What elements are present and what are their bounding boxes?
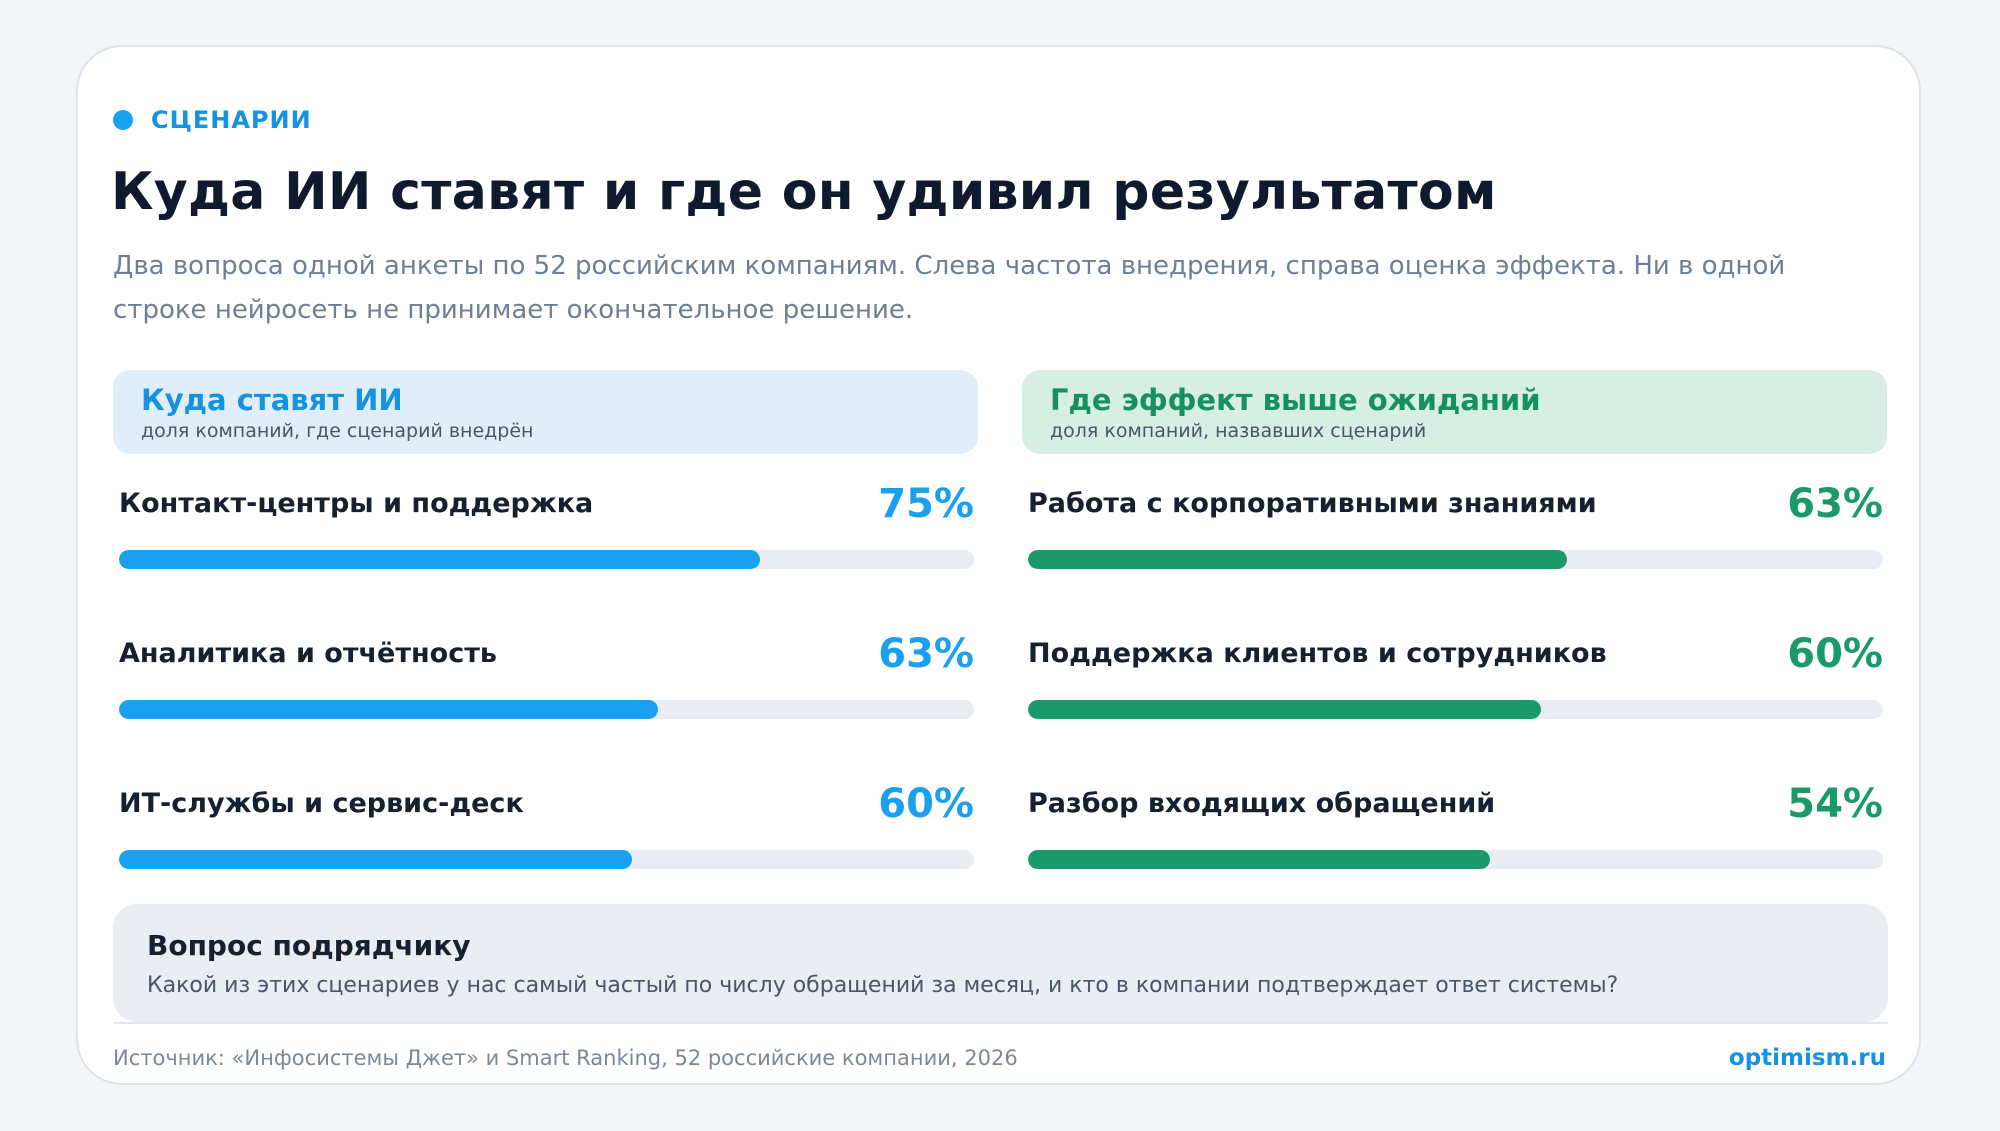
bar-category-label: Работа с корпоративными знаниями bbox=[1028, 488, 1597, 519]
contractor-question-box: Вопрос подрядчику Какой из этих сценарие… bbox=[113, 904, 1888, 1022]
bar-row: Контакт-центры и поддержка 75% bbox=[119, 479, 974, 579]
bar-fill bbox=[1028, 550, 1567, 569]
brand-link[interactable]: optimism.ru bbox=[1728, 1045, 1886, 1071]
bar-track bbox=[119, 550, 974, 569]
bar-value-label: 63% bbox=[1787, 481, 1883, 527]
bar-fill bbox=[119, 700, 658, 719]
section-eyebrow: СЦЕНАРИИ bbox=[113, 104, 312, 136]
right-panel-subtitle: доля компаний, назвавших сценарий bbox=[1050, 420, 1427, 442]
bar-value-label: 54% bbox=[1787, 781, 1883, 827]
bar-fill bbox=[1028, 700, 1541, 719]
question-title: Вопрос подрядчику bbox=[147, 929, 471, 962]
bar-fill bbox=[119, 850, 632, 869]
footer-divider bbox=[113, 1022, 1888, 1024]
bar-value-label: 63% bbox=[878, 631, 974, 677]
bar-track bbox=[1028, 850, 1883, 869]
bar-row: Разбор входящих обращений 54% bbox=[1028, 779, 1883, 879]
bar-category-label: Контакт-центры и поддержка bbox=[119, 488, 594, 519]
bar-value-label: 60% bbox=[878, 781, 974, 827]
bar-row: Работа с корпоративными знаниями 63% bbox=[1028, 479, 1883, 579]
left-panel-header: Куда ставят ИИ доля компаний, где сценар… bbox=[113, 370, 978, 454]
eyebrow-label: СЦЕНАРИИ bbox=[151, 106, 312, 134]
bullet-dot-icon bbox=[113, 110, 133, 130]
right-panel-title: Где эффект выше ожиданий bbox=[1050, 383, 1541, 417]
bar-fill bbox=[1028, 850, 1490, 869]
right-panel-header: Где эффект выше ожиданий доля компаний, … bbox=[1022, 370, 1887, 454]
page-subtitle: Два вопроса одной анкеты по 52 российски… bbox=[113, 251, 1786, 325]
left-panel-subtitle: доля компаний, где сценарий внедрён bbox=[141, 420, 534, 442]
source-note: Источник: «Инфосистемы Джет» и Smart Ran… bbox=[113, 1046, 1018, 1070]
bar-value-label: 75% bbox=[878, 481, 974, 527]
bar-category-label: Разбор входящих обращений bbox=[1028, 788, 1496, 819]
bar-value-label: 60% bbox=[1787, 631, 1883, 677]
page-title: Куда ИИ ставят и где он удивил результат… bbox=[111, 162, 1497, 222]
left-panel-title: Куда ставят ИИ bbox=[141, 383, 403, 417]
bar-track bbox=[1028, 550, 1883, 569]
bar-fill bbox=[119, 550, 761, 569]
bar-row: ИТ-службы и сервис-деск 60% bbox=[119, 779, 974, 879]
bar-category-label: Поддержка клиентов и сотрудников bbox=[1028, 638, 1607, 669]
bar-category-label: Аналитика и отчётность bbox=[119, 638, 497, 669]
question-text: Какой из этих сценариев у нас самый част… bbox=[147, 973, 1619, 998]
bar-track bbox=[119, 850, 974, 869]
bar-row: Аналитика и отчётность 63% bbox=[119, 629, 974, 729]
bar-row: Поддержка клиентов и сотрудников 60% bbox=[1028, 629, 1883, 729]
bar-category-label: ИТ-службы и сервис-деск bbox=[119, 788, 524, 819]
bar-track bbox=[1028, 700, 1883, 719]
bar-track bbox=[119, 700, 974, 719]
